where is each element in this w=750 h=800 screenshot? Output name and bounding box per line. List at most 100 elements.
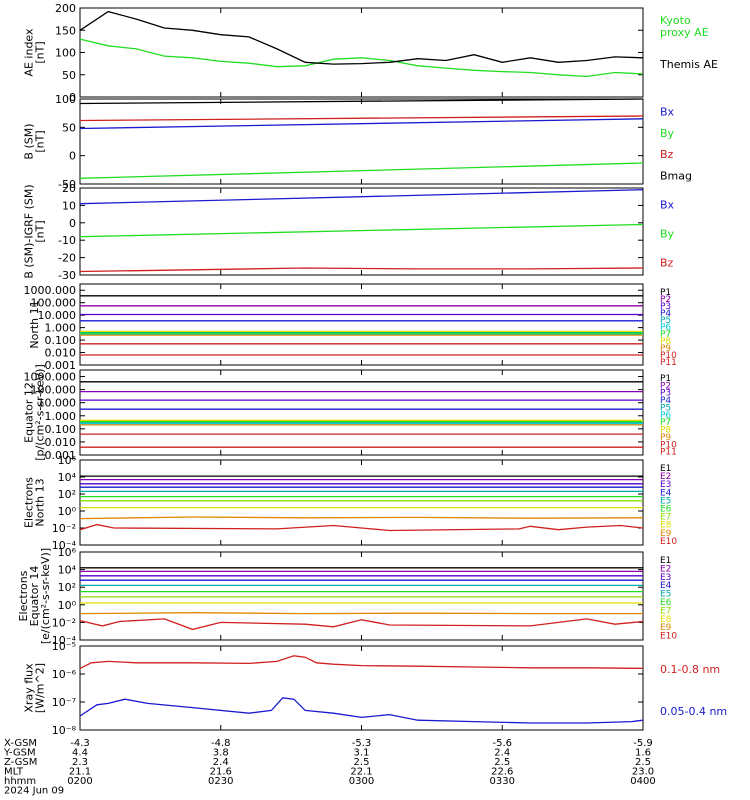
x-row-value-x-gsm: -4.8 [211, 738, 231, 749]
y-tick-label-eeq: 10⁶ [58, 546, 77, 559]
legend-eeq-e5: E5 [660, 590, 671, 600]
x-row-value-x-gsm: -5.3 [352, 738, 372, 749]
series-bigrf-bx [79, 189, 644, 205]
x-row-label-hhmm: hhmm [4, 776, 36, 787]
legend-bigrf-bz: Bz [660, 257, 674, 270]
y-tick-label-bsm: 0 [69, 150, 76, 163]
legend-pnorth-p1: P1 [660, 288, 671, 298]
y-tick-label-enorth: 10⁶ [58, 454, 77, 467]
panel-frame-peq [79, 369, 644, 456]
legend-pnorth-p2: P2 [660, 295, 671, 305]
legend-eeq-e10: E10 [660, 632, 677, 642]
legend-ae-themis-ae: Themis AE [659, 58, 718, 71]
axis-label-xray: Xray flux [23, 663, 36, 713]
y-tick-label-peq: 0.100 [45, 423, 77, 436]
series-bsm-bx [79, 118, 644, 130]
x-row-value-y-gsm: 2.4 [494, 748, 510, 759]
y-tick-label-peq: 10.000 [38, 397, 77, 410]
y-tick-label-ae: 100 [55, 47, 76, 60]
series-bsm-bz [79, 115, 644, 122]
y-tick-label-xray: 10⁻⁸ [52, 724, 77, 737]
x-row-label-z-gsm: Z-GSM [4, 757, 37, 768]
x-row-value-mlt: 21.6 [210, 767, 232, 778]
x-row-value-z-gsm: 2.3 [72, 757, 88, 768]
legend-eeq-e2: E2 [660, 564, 671, 574]
y-tick-label-bigrf: -20 [58, 252, 76, 265]
y-tick-label-enorth: 10⁴ [58, 471, 77, 484]
axis-label-bsm: B (SM) [23, 123, 36, 159]
legend-peq-p10: P10 [660, 440, 677, 450]
x-row-value-z-gsm: 2.5 [635, 757, 651, 768]
y-tick-label-pnorth: 0.010 [45, 347, 77, 360]
series-bigrf-bz [79, 267, 644, 273]
series-enorth-e10 [79, 523, 644, 532]
y-tick-label-pnorth: 10.000 [38, 309, 77, 322]
legend-enorth-e7: E7 [660, 513, 671, 523]
legend-ae-proxy-ae: proxy AE [660, 26, 709, 39]
legend-pnorth-p11: P11 [660, 358, 677, 368]
y-tick-label-ae: 0 [69, 91, 76, 104]
legend-bsm-by: By [660, 127, 675, 140]
axis-label-xray: [W/m^2] [34, 663, 47, 713]
y-tick-label-enorth: 10² [58, 488, 76, 501]
y-tick-label-peq: 1.000 [45, 410, 77, 423]
legend-pnorth-p6: P6 [660, 323, 671, 333]
y-tick-label-xray: 10⁻⁷ [52, 696, 76, 709]
axis-label-peq: [p/(cm²-s-sr-keV)] [34, 364, 47, 461]
y-tick-label-ae: 150 [55, 24, 76, 37]
y-tick-label-xray: 10⁻⁵ [52, 640, 76, 653]
axis-label-eeq: Equator 14 [28, 566, 41, 627]
y-tick-label-bsm: 50 [62, 121, 76, 134]
legend-ae-kyoto: Kyoto [660, 14, 691, 27]
y-tick-label-bsm: -50 [58, 178, 76, 191]
axis-label-eeq: [e/(cm²-s-sr-keV)] [39, 548, 52, 644]
legend-enorth-e4: E4 [660, 488, 672, 498]
x-row-label-y-gsm: Y-GSM [3, 748, 36, 759]
axis-label-pnorth: North 11 [28, 300, 41, 348]
y-tick-label-peq: 1000.000 [24, 371, 77, 384]
y-tick-label-bigrf: -30 [58, 269, 76, 282]
series-eeq-e9 [79, 612, 643, 615]
legend-pnorth-p7: P7 [660, 330, 671, 340]
y-tick-label-peq: 0.001 [45, 449, 77, 462]
legend-enorth-e10: E10 [660, 537, 677, 547]
y-tick-label-enorth: 10⁻⁴ [52, 539, 77, 552]
legend-enorth-e3: E3 [660, 480, 671, 490]
legend-peq-p11: P11 [660, 448, 677, 458]
x-row-value-z-gsm: 2.5 [494, 757, 510, 768]
x-row-value-mlt: 22.6 [491, 767, 513, 778]
legend-bsm-bmag: Bmag [660, 169, 692, 182]
legend-eeq-e6: E6 [660, 598, 672, 608]
x-row-value-mlt: 22.1 [350, 767, 372, 778]
legend-enorth-e9: E9 [660, 529, 672, 539]
series-enorth-e9 [79, 516, 644, 520]
legend-eeq-e3: E3 [660, 573, 671, 583]
legend-peq-p3: P3 [660, 389, 671, 399]
y-tick-label-peq: 100.000 [31, 384, 77, 397]
legend-pnorth-p8: P8 [660, 337, 671, 347]
y-tick-label-bigrf: -10 [58, 234, 76, 247]
legend-bsm-bx: Bx [660, 106, 675, 119]
y-tick-label-pnorth: 1.000 [45, 322, 77, 335]
x-row-value-y-gsm: 1.6 [635, 748, 651, 759]
x-row-value-y-gsm: 3.8 [213, 748, 229, 759]
x-row-value-x-gsm: -5.6 [492, 738, 512, 749]
legend-peq-p2: P2 [660, 381, 671, 391]
legend-peq-p4: P4 [660, 396, 671, 406]
legend-bsm-bz: Bz [660, 148, 674, 161]
legend-enorth-e1: E1 [660, 464, 671, 474]
legend-peq-p7: P7 [660, 418, 671, 428]
legend-pnorth-p5: P5 [660, 316, 671, 326]
y-tick-label-bsm: 100 [55, 93, 76, 106]
legend-enorth-e2: E2 [660, 472, 671, 482]
legend-pnorth-p3: P3 [660, 302, 671, 312]
axis-label-bigrf: B (SM)-IGRF (SM) [23, 184, 36, 278]
x-axis-date: 2024 Jun 09 [4, 786, 64, 797]
axis-label-bsm: [nT] [34, 130, 47, 152]
legend-peq-p5: P5 [660, 403, 671, 413]
x-row-value-hhmm: 0400 [630, 776, 655, 787]
axis-label-peq: Equator 12 [23, 382, 36, 443]
y-tick-label-pnorth: 1000.000 [24, 284, 77, 297]
series-bsm-bmag [79, 98, 644, 105]
